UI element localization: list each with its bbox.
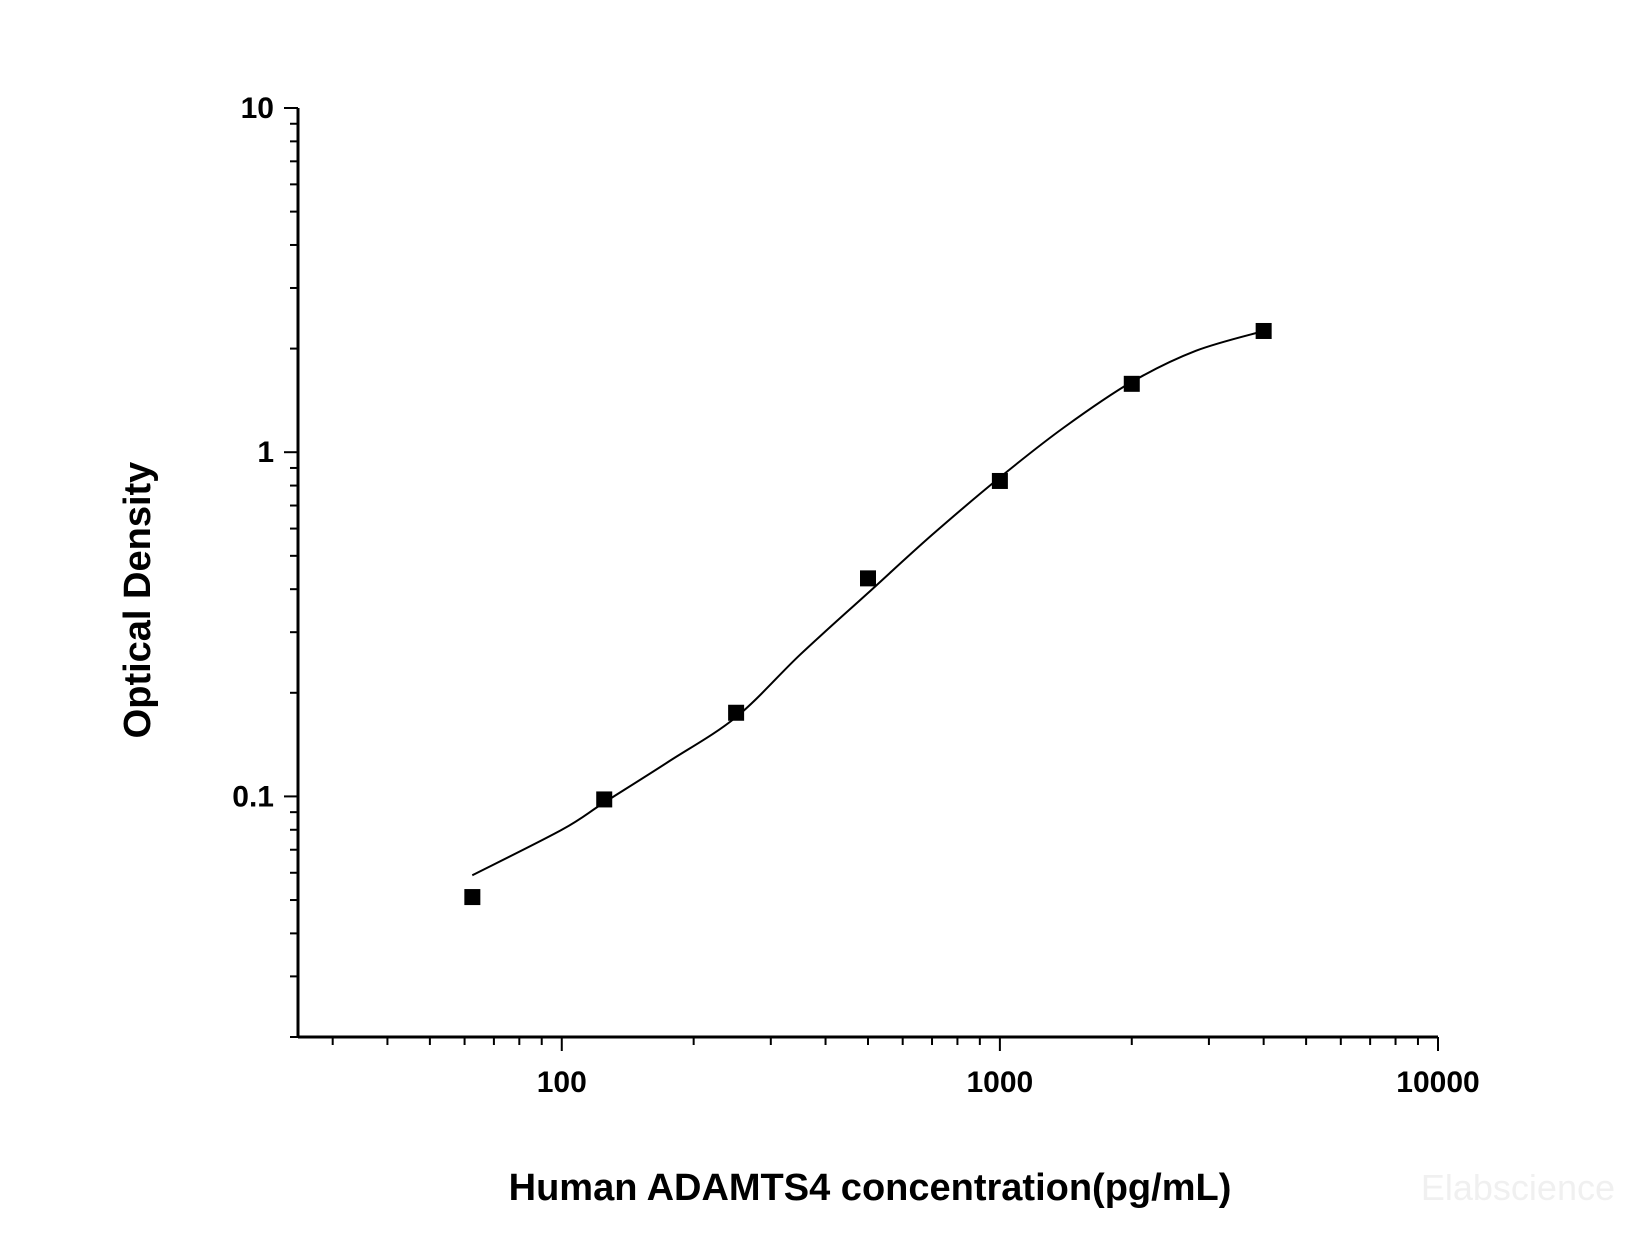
data-point xyxy=(860,570,876,587)
data-points xyxy=(464,322,1272,906)
y-axis-title: Optical Density xyxy=(117,462,159,739)
fit-curve-layer xyxy=(471,330,1264,877)
y-axis-ticks: 10 1 0.1 xyxy=(232,92,298,1038)
data-point xyxy=(1123,375,1140,392)
x-axis-ticks: 100 1000 10000 xyxy=(331,1037,1480,1099)
data-point xyxy=(464,889,481,906)
data-point xyxy=(1255,322,1272,339)
data-point xyxy=(728,704,745,721)
x-tick-label: 1000 xyxy=(967,1066,1034,1099)
y-tick-label: 1 xyxy=(257,436,274,469)
x-tick-label: 10000 xyxy=(1396,1066,1479,1099)
x-axis-title: Human ADAMTS4 concentration(pg/mL) xyxy=(509,1167,1232,1209)
watermark: Elabscience xyxy=(1421,1167,1615,1208)
data-point xyxy=(596,791,613,808)
x-tick-label: 100 xyxy=(537,1066,587,1099)
fit-curve xyxy=(471,330,1264,877)
y-tick-label: 0.1 xyxy=(232,780,274,813)
y-tick-label: 10 xyxy=(241,92,274,125)
data-point xyxy=(991,472,1008,489)
